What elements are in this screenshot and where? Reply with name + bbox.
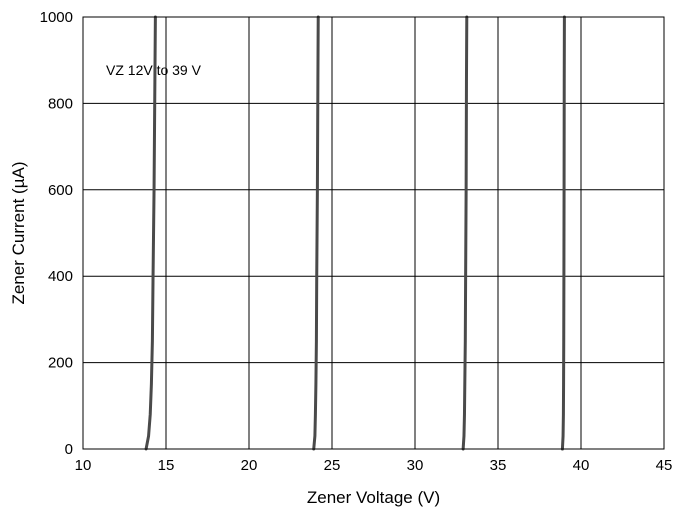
- series-line-3: [461, 15, 469, 451]
- series-line-1: [144, 15, 157, 451]
- series-line-4: [560, 15, 566, 451]
- y-tick-label: 800: [48, 95, 73, 112]
- grid: [82, 16, 665, 450]
- x-tick-label: 45: [656, 457, 673, 474]
- y-tick-label: 600: [48, 182, 73, 199]
- y-tick-label: 200: [48, 355, 73, 372]
- y-tick-labels: 0 200 400 600 800 1000: [40, 9, 73, 458]
- y-tick-label: 400: [48, 268, 73, 285]
- x-axis-label: Zener Voltage (V): [307, 488, 440, 507]
- x-tick-label: 30: [407, 457, 424, 474]
- plot-frame: [82, 16, 665, 450]
- x-tick-label: 25: [324, 457, 341, 474]
- x-tick-labels: 10 15 20 25 30 35 40 45: [75, 457, 673, 474]
- annotation-label: VZ 12V to 39 V: [106, 62, 202, 78]
- curves: [144, 15, 566, 451]
- x-tick-label: 10: [75, 457, 92, 474]
- series-line-2: [312, 15, 320, 451]
- y-tick-label: 1000: [40, 9, 73, 26]
- x-tick-label: 15: [158, 457, 175, 474]
- y-axis-label: Zener Current (µA): [9, 162, 28, 305]
- x-tick-label: 40: [573, 457, 590, 474]
- x-tick-label: 35: [490, 457, 507, 474]
- y-tick-label: 0: [65, 441, 73, 458]
- x-tick-label: 20: [241, 457, 258, 474]
